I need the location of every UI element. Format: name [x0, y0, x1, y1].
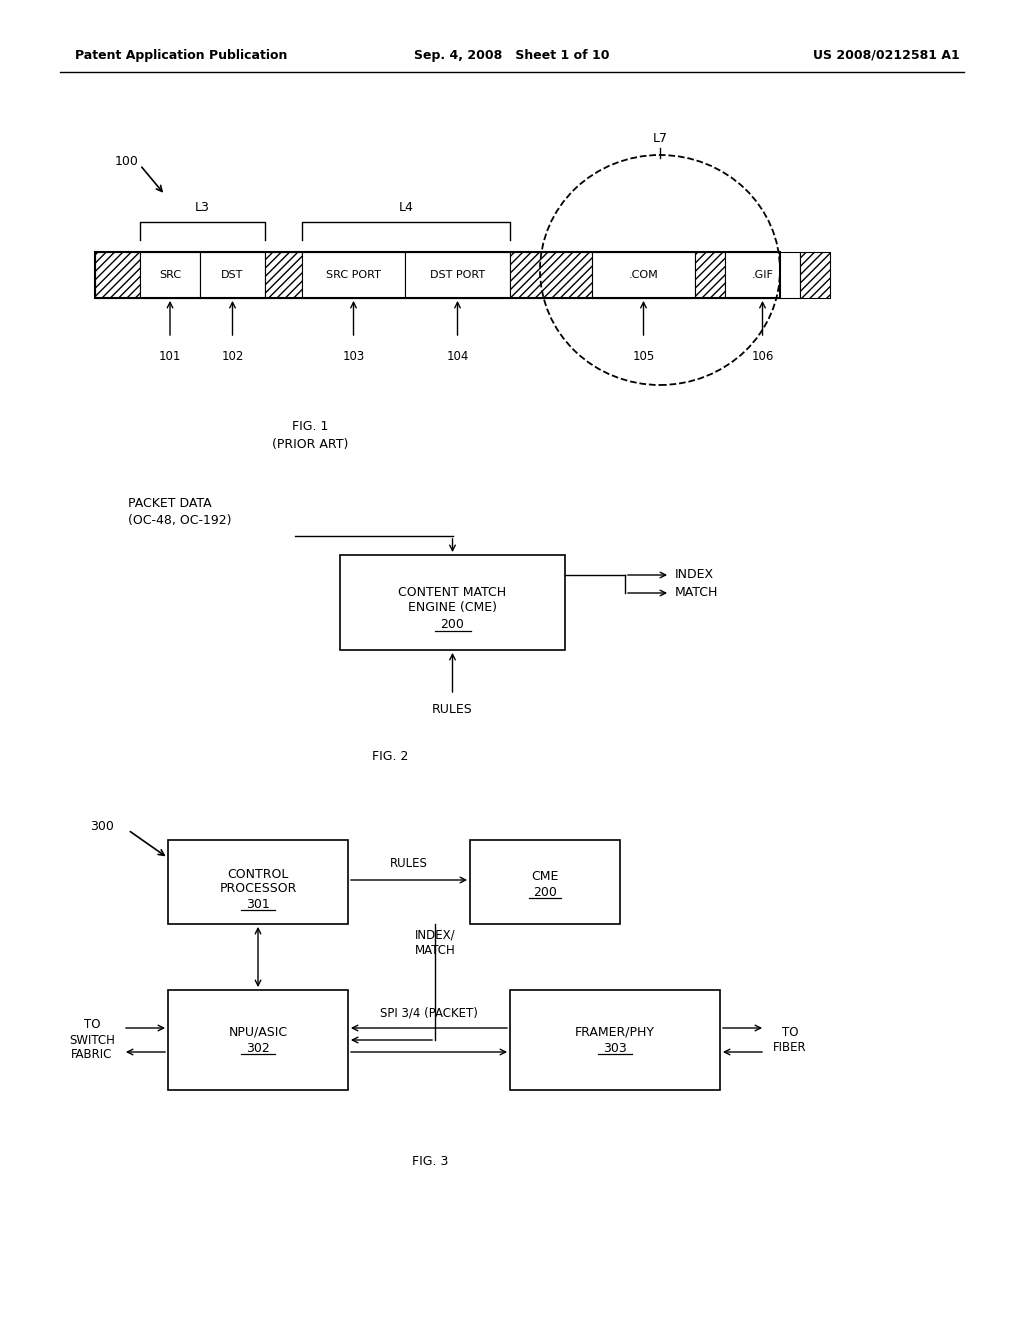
- Text: L3: L3: [195, 201, 210, 214]
- Bar: [510, 252, 592, 298]
- Text: FIG. 2: FIG. 2: [372, 750, 409, 763]
- Text: 200: 200: [534, 886, 557, 899]
- Text: 105: 105: [633, 350, 654, 363]
- Text: 100: 100: [115, 154, 139, 168]
- Text: L4: L4: [398, 201, 414, 214]
- Text: 101: 101: [159, 350, 181, 363]
- Bar: [695, 252, 725, 298]
- Bar: [302, 252, 406, 298]
- Text: RULES: RULES: [390, 857, 428, 870]
- Text: CME: CME: [531, 870, 559, 883]
- Text: 300: 300: [90, 820, 114, 833]
- Text: SRC: SRC: [159, 271, 181, 280]
- Bar: [265, 252, 302, 298]
- Text: DST: DST: [221, 271, 244, 280]
- Text: SRC PORT: SRC PORT: [326, 271, 381, 280]
- Text: TO
FIBER: TO FIBER: [773, 1026, 807, 1053]
- Bar: [470, 840, 620, 924]
- Text: PROCESSOR: PROCESSOR: [219, 882, 297, 895]
- Text: CONTENT MATCH: CONTENT MATCH: [398, 586, 507, 599]
- Text: Patent Application Publication: Patent Application Publication: [75, 49, 288, 62]
- Text: (PRIOR ART): (PRIOR ART): [271, 438, 348, 451]
- Text: 302: 302: [246, 1041, 270, 1055]
- Text: 102: 102: [221, 350, 244, 363]
- Text: INDEX: INDEX: [675, 569, 714, 582]
- Text: MATCH: MATCH: [675, 586, 719, 599]
- Text: CONTROL: CONTROL: [227, 867, 289, 880]
- Text: TO
SWITCH
FABRIC: TO SWITCH FABRIC: [70, 1019, 115, 1061]
- Bar: [510, 990, 720, 1090]
- Bar: [340, 554, 565, 649]
- Text: 106: 106: [752, 350, 774, 363]
- Text: NPU/ASIC: NPU/ASIC: [228, 1026, 288, 1039]
- Text: 301: 301: [246, 898, 270, 911]
- Bar: [168, 990, 348, 1090]
- Text: Sep. 4, 2008   Sheet 1 of 10: Sep. 4, 2008 Sheet 1 of 10: [415, 49, 609, 62]
- Text: US 2008/0212581 A1: US 2008/0212581 A1: [813, 49, 961, 62]
- Bar: [95, 252, 140, 298]
- Text: SPI 3/4 (PACKET): SPI 3/4 (PACKET): [380, 1007, 478, 1020]
- Bar: [95, 252, 780, 298]
- Bar: [200, 252, 265, 298]
- Text: .GIF: .GIF: [752, 271, 773, 280]
- Text: 103: 103: [342, 350, 365, 363]
- Bar: [800, 252, 830, 298]
- Text: INDEX/: INDEX/: [415, 929, 456, 942]
- Text: DST PORT: DST PORT: [430, 271, 485, 280]
- Text: FRAMER/PHY: FRAMER/PHY: [575, 1026, 655, 1039]
- Text: (OC-48, OC-192): (OC-48, OC-192): [128, 513, 231, 527]
- Bar: [725, 252, 800, 298]
- Text: MATCH: MATCH: [415, 944, 456, 957]
- Bar: [140, 252, 200, 298]
- Text: .COM: .COM: [629, 271, 658, 280]
- Text: FIG. 3: FIG. 3: [412, 1155, 449, 1168]
- Bar: [168, 840, 348, 924]
- Bar: [406, 252, 510, 298]
- Text: FIG. 1: FIG. 1: [292, 420, 328, 433]
- Text: L7: L7: [652, 132, 668, 145]
- Text: 303: 303: [603, 1041, 627, 1055]
- Text: PACKET DATA: PACKET DATA: [128, 498, 212, 510]
- Text: RULES: RULES: [432, 704, 473, 715]
- Bar: [592, 252, 695, 298]
- Text: 200: 200: [440, 618, 465, 631]
- Text: ENGINE (CME): ENGINE (CME): [408, 601, 497, 614]
- Text: 104: 104: [446, 350, 469, 363]
